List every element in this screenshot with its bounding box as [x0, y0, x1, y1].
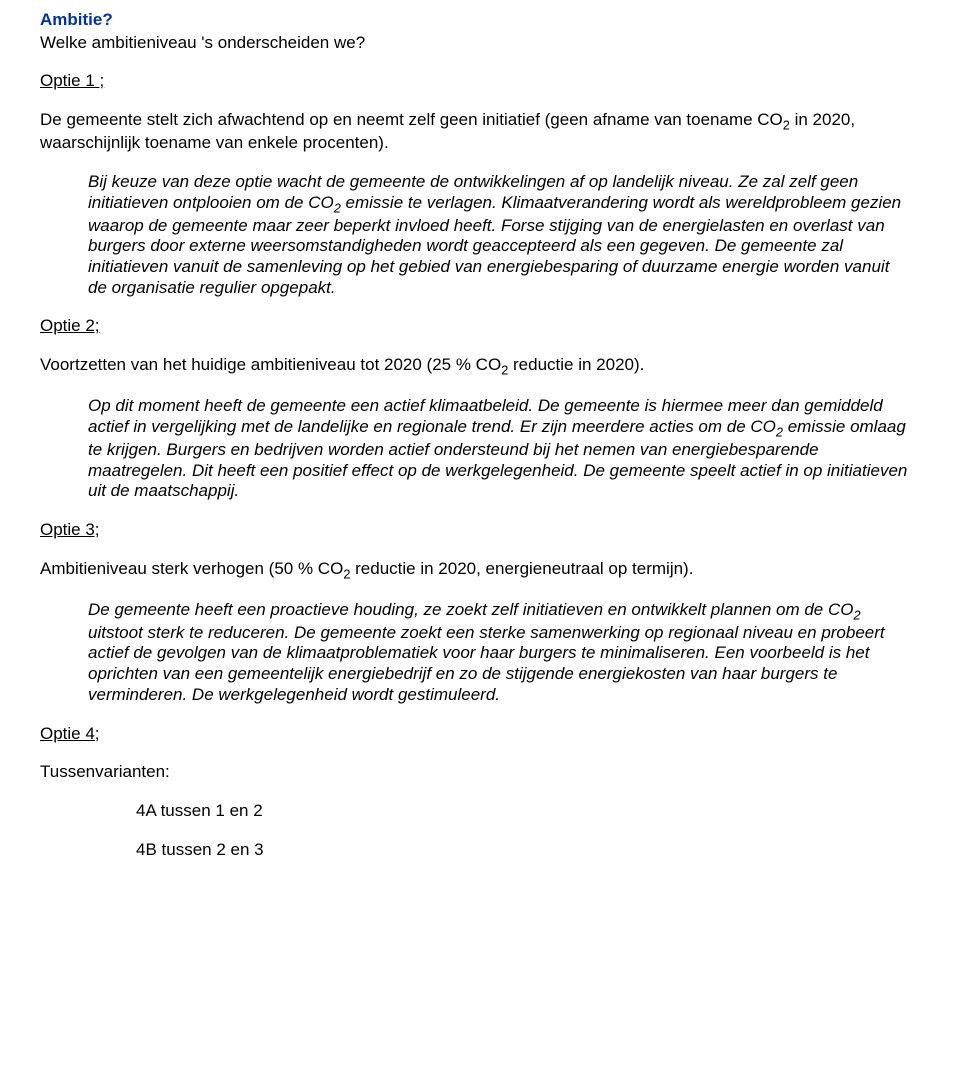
- optie-3-body-post: reductie in 2020, energieneutraal op ter…: [350, 559, 693, 578]
- optie-2-body-pre: Voortzetten van het huidige ambitienivea…: [40, 355, 501, 374]
- optie-1-label: Optie 1 ;: [40, 71, 920, 92]
- optie-2-italic: Op dit moment heeft de gemeente een acti…: [88, 396, 920, 502]
- optie-3-italic: De gemeente heeft een proactieve houding…: [88, 600, 920, 706]
- optie-4-sub-a: 4A tussen 1 en 2: [136, 801, 920, 822]
- optie-3-body-pre: Ambitieniveau sterk verhogen (50 % CO: [40, 559, 343, 578]
- optie-1-body: De gemeente stelt zich afwachtend op en …: [40, 110, 920, 154]
- optie-4-body: Tussenvarianten:: [40, 762, 920, 783]
- optie-2-body-post: reductie in 2020).: [508, 355, 644, 374]
- document-page: Ambitie? Welke ambitieniveau 's ondersch…: [0, 0, 960, 891]
- optie-2-label: Optie 2;: [40, 316, 920, 337]
- optie-1-body-pre: De gemeente stelt zich afwachtend op en …: [40, 110, 783, 129]
- optie-4-label: Optie 4;: [40, 724, 920, 745]
- optie-2-body: Voortzetten van het huidige ambitienivea…: [40, 355, 920, 378]
- optie-1-body-sub: 2: [783, 118, 790, 133]
- page-title: Ambitie?: [40, 10, 920, 31]
- optie-1-italic: Bij keuze van deze optie wacht de gemeen…: [88, 172, 920, 299]
- optie-3-label: Optie 3;: [40, 520, 920, 541]
- page-subtitle: Welke ambitieniveau 's onderscheiden we?: [40, 33, 920, 54]
- optie-3-body: Ambitieniveau sterk verhogen (50 % CO2 r…: [40, 559, 920, 582]
- optie-4-sub-b: 4B tussen 2 en 3: [136, 840, 920, 861]
